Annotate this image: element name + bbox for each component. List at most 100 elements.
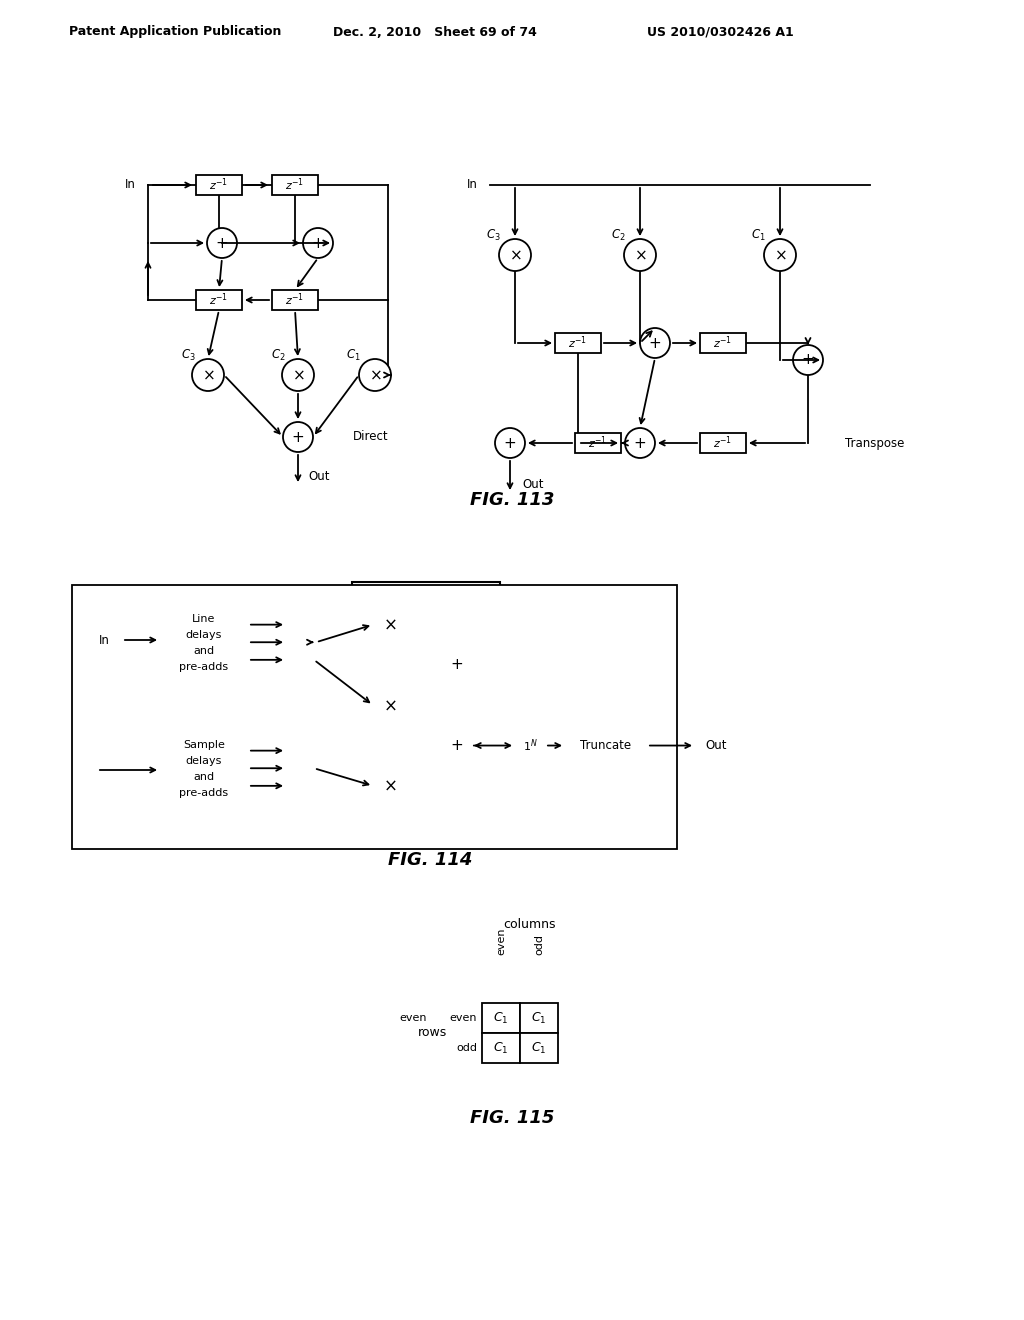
Circle shape (373, 768, 407, 803)
Text: odd: odd (456, 1043, 477, 1053)
Text: delays: delays (185, 756, 222, 766)
Circle shape (373, 607, 407, 642)
Bar (520, 1003, 558, 1034)
Text: even: even (450, 1012, 477, 1023)
Bar (482, 1034, 520, 1063)
Text: +: + (451, 657, 464, 672)
Text: and: and (194, 645, 215, 656)
Text: $C_1$: $C_1$ (531, 1010, 547, 1026)
Text: $C_3$: $C_3$ (485, 227, 501, 243)
Text: $\times$: $\times$ (634, 248, 646, 263)
Circle shape (625, 428, 655, 458)
Text: $\times$: $\times$ (292, 367, 304, 383)
Text: $C_3$: $C_3$ (180, 347, 196, 363)
Text: $z^{-1}$: $z^{-1}$ (286, 292, 304, 309)
Circle shape (764, 239, 796, 271)
Text: +: + (634, 436, 646, 450)
Circle shape (373, 688, 407, 722)
Bar (515, 731, 545, 759)
Circle shape (499, 239, 531, 271)
Circle shape (495, 428, 525, 458)
Circle shape (282, 359, 314, 391)
Text: Truncate: Truncate (581, 739, 632, 752)
Text: Patent Application Publication: Patent Application Publication (69, 25, 282, 38)
Bar (700, 333, 746, 352)
Text: FIG. 114: FIG. 114 (388, 851, 472, 869)
Text: $\times$: $\times$ (774, 248, 786, 263)
Bar (482, 1003, 520, 1034)
Text: $z^{-1}$: $z^{-1}$ (589, 434, 607, 451)
Text: $\times$: $\times$ (369, 367, 381, 383)
Bar (352, 582, 500, 832)
Circle shape (443, 651, 471, 678)
Text: $z^{-1}$: $z^{-1}$ (210, 292, 228, 309)
Circle shape (624, 239, 656, 271)
Text: $C_1$: $C_1$ (531, 1040, 547, 1056)
Text: even: even (399, 1012, 427, 1023)
Text: delays: delays (185, 630, 222, 640)
Text: Out: Out (308, 470, 330, 483)
Text: even: even (496, 928, 506, 954)
Bar (520, 1034, 558, 1063)
Text: $C_2$: $C_2$ (610, 227, 626, 243)
Text: +: + (648, 335, 662, 351)
Text: Dec. 2, 2010   Sheet 69 of 74: Dec. 2, 2010 Sheet 69 of 74 (333, 25, 537, 38)
Bar (555, 333, 601, 352)
Bar (196, 290, 242, 310)
Text: $z^{-1}$: $z^{-1}$ (210, 177, 228, 193)
Text: +: + (451, 738, 464, 752)
Circle shape (303, 228, 333, 257)
Text: rows: rows (418, 1027, 447, 1040)
Text: In: In (99, 634, 110, 647)
Text: $\times$: $\times$ (383, 615, 397, 634)
Circle shape (640, 327, 670, 358)
Text: Direct: Direct (353, 430, 389, 444)
Text: $\times$: $\times$ (383, 696, 397, 714)
Text: +: + (292, 429, 304, 445)
Text: $C_1$: $C_1$ (346, 347, 360, 363)
Text: +: + (802, 352, 814, 367)
Text: $\times$: $\times$ (383, 777, 397, 795)
Text: $\times$: $\times$ (202, 367, 214, 383)
Circle shape (793, 345, 823, 375)
Text: +: + (311, 235, 325, 251)
Text: $C_1$: $C_1$ (494, 1010, 509, 1026)
Text: pre-adds: pre-adds (179, 661, 228, 672)
Text: FIG. 115: FIG. 115 (470, 1109, 554, 1127)
Bar (700, 433, 746, 453)
Bar (575, 433, 621, 453)
Bar (196, 176, 242, 195)
Bar (72, 585, 677, 849)
Text: pre-adds: pre-adds (179, 788, 228, 797)
Text: and: and (194, 772, 215, 781)
Text: $z^{-1}$: $z^{-1}$ (568, 335, 588, 351)
Text: In: In (125, 178, 136, 191)
Circle shape (193, 359, 224, 391)
Text: $C_1$: $C_1$ (751, 227, 765, 243)
Text: odd: odd (534, 935, 544, 954)
Text: US 2010/0302426 A1: US 2010/0302426 A1 (646, 25, 794, 38)
Text: Sample: Sample (183, 741, 225, 750)
Circle shape (443, 731, 471, 759)
Text: Out: Out (522, 479, 544, 491)
Circle shape (359, 359, 391, 391)
Text: $C_1$: $C_1$ (494, 1040, 509, 1056)
Text: $z^{-1}$: $z^{-1}$ (286, 177, 304, 193)
Text: +: + (504, 436, 516, 450)
Bar (565, 727, 647, 763)
Bar (272, 290, 318, 310)
Circle shape (283, 422, 313, 451)
Text: $\times$: $\times$ (509, 248, 521, 263)
Bar (160, 726, 248, 814)
Text: Line: Line (193, 614, 216, 624)
Text: $1^N$: $1^N$ (522, 738, 538, 754)
Bar (160, 601, 248, 688)
Bar (272, 176, 318, 195)
Text: $z^{-1}$: $z^{-1}$ (714, 335, 732, 351)
Text: Transpose: Transpose (845, 437, 904, 450)
Text: In: In (467, 178, 478, 191)
Text: columns: columns (504, 919, 556, 932)
Text: $z^{-1}$: $z^{-1}$ (714, 434, 732, 451)
Text: +: + (216, 235, 228, 251)
Circle shape (207, 228, 237, 257)
